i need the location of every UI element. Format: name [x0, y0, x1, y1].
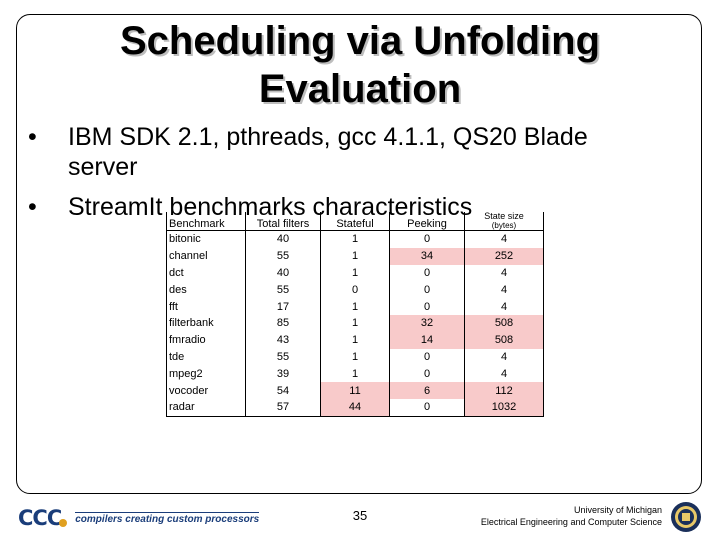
- cell-state-size: 4: [464, 298, 544, 315]
- cell-benchmark: tde: [166, 348, 246, 366]
- bullet-continuation: server: [68, 153, 138, 181]
- cell-benchmark: bitonic: [166, 230, 246, 248]
- cell-stateful: 1: [320, 247, 390, 265]
- cell-state-size: 4: [464, 264, 544, 282]
- header-peeking: Peeking: [389, 212, 465, 231]
- logo-tagline: compilers creating custom processors: [75, 511, 260, 525]
- header-state-size: State size (bytes): [464, 211, 544, 231]
- cell-benchmark: fft: [166, 298, 246, 315]
- cell-total-filters: 17: [245, 298, 321, 315]
- cell-peeking: 34: [389, 247, 465, 265]
- cell-state-size: 4: [464, 281, 544, 299]
- cell-stateful: 1: [320, 314, 390, 332]
- cell-stateful: 1: [320, 331, 390, 349]
- department-name: Electrical Engineering and Computer Scie…: [480, 517, 662, 527]
- table-row: fft 17 1 0 4: [166, 298, 544, 315]
- cell-state-size: 508: [464, 314, 544, 332]
- cell-stateful: 1: [320, 264, 390, 282]
- cell-total-filters: 57: [245, 398, 321, 417]
- cell-state-size: 112: [464, 382, 544, 399]
- cell-benchmark: filterbank: [166, 314, 246, 332]
- cell-benchmark: fmradio: [166, 331, 246, 349]
- table-row: dct 40 1 0 4: [166, 264, 544, 282]
- header-state-size-label: State size: [484, 211, 524, 221]
- table-row: vocoder 54 11 6 112: [166, 382, 544, 399]
- cell-stateful: 44: [320, 398, 390, 417]
- header-stateful: Stateful: [320, 212, 390, 231]
- page-number: 35: [352, 508, 368, 523]
- logo-swoosh-icon: [59, 519, 68, 527]
- slide-frame: [16, 14, 702, 494]
- slide-title-line2: Evaluation: [258, 67, 462, 111]
- table-row: fmradio 43 1 14 508: [166, 331, 544, 349]
- slide-title-line1: Scheduling via Unfolding: [120, 19, 600, 63]
- cell-total-filters: 43: [245, 331, 321, 349]
- table-row: radar 57 44 0 1032: [166, 398, 544, 417]
- cell-peeking: 0: [389, 398, 465, 417]
- cell-stateful: 11: [320, 382, 390, 399]
- table-row: bitonic 40 1 0 4: [166, 230, 544, 248]
- ccc-logo: CCC compilers creating custom processors: [18, 505, 260, 531]
- cell-peeking: 0: [389, 281, 465, 299]
- cell-state-size: 4: [464, 348, 544, 366]
- bullet-item: • IBM SDK 2.1, pthreads, gcc 4.1.1, QS20 …: [28, 122, 588, 152]
- table-row: des 55 0 0 4: [166, 281, 544, 299]
- cell-benchmark: dct: [166, 264, 246, 282]
- table-header-row: Benchmark Total filters Stateful Peeking…: [166, 211, 544, 231]
- cell-total-filters: 85: [245, 314, 321, 332]
- cell-peeking: 0: [389, 298, 465, 315]
- cell-state-size: 508: [464, 331, 544, 349]
- cell-stateful: 1: [320, 365, 390, 383]
- logo-text: CCC: [18, 506, 62, 530]
- cell-peeking: 0: [389, 365, 465, 383]
- cell-peeking: 32: [389, 314, 465, 332]
- cell-stateful: 0: [320, 281, 390, 299]
- cell-total-filters: 55: [245, 247, 321, 265]
- table-row: channel 55 1 34 252: [166, 247, 544, 265]
- bullet-text: IBM SDK 2.1, pthreads, gcc 4.1.1, QS20 B…: [68, 123, 588, 151]
- bullet-dot-icon: •: [28, 193, 37, 221]
- cell-total-filters: 40: [245, 264, 321, 282]
- cell-total-filters: 55: [245, 281, 321, 299]
- cell-benchmark: channel: [166, 247, 246, 265]
- cell-peeking: 0: [389, 348, 465, 366]
- table-row: mpeg2 39 1 0 4: [166, 365, 544, 383]
- cell-peeking: 14: [389, 331, 465, 349]
- cell-peeking: 0: [389, 264, 465, 282]
- cell-benchmark: des: [166, 281, 246, 299]
- cell-state-size: 1032: [464, 398, 544, 417]
- header-benchmark: Benchmark: [166, 212, 246, 231]
- cell-benchmark: mpeg2: [166, 365, 246, 383]
- cell-benchmark: radar: [166, 398, 246, 417]
- table-row: tde 55 1 0 4: [166, 348, 544, 366]
- cell-peeking: 6: [389, 382, 465, 399]
- header-state-size-unit: (bytes): [491, 221, 517, 230]
- cell-total-filters: 39: [245, 365, 321, 383]
- cell-state-size: 4: [464, 365, 544, 383]
- cell-state-size: 4: [464, 230, 544, 248]
- bullet-dot-icon: •: [28, 123, 37, 151]
- cell-total-filters: 55: [245, 348, 321, 366]
- header-total-filters: Total filters: [245, 212, 321, 231]
- university-name: University of Michigan: [573, 505, 662, 515]
- cell-stateful: 1: [320, 298, 390, 315]
- university-seal-icon: [671, 502, 701, 532]
- cell-stateful: 1: [320, 230, 390, 248]
- benchmark-table: Benchmark Total filters Stateful Peeking…: [166, 212, 544, 417]
- cell-benchmark: vocoder: [166, 382, 246, 399]
- cell-stateful: 1: [320, 348, 390, 366]
- cell-total-filters: 40: [245, 230, 321, 248]
- cell-peeking: 0: [389, 230, 465, 248]
- table-row: filterbank 85 1 32 508: [166, 314, 544, 332]
- cell-state-size: 252: [464, 247, 544, 265]
- university-footer: University of Michigan Electrical Engine…: [481, 504, 662, 528]
- cell-total-filters: 54: [245, 382, 321, 399]
